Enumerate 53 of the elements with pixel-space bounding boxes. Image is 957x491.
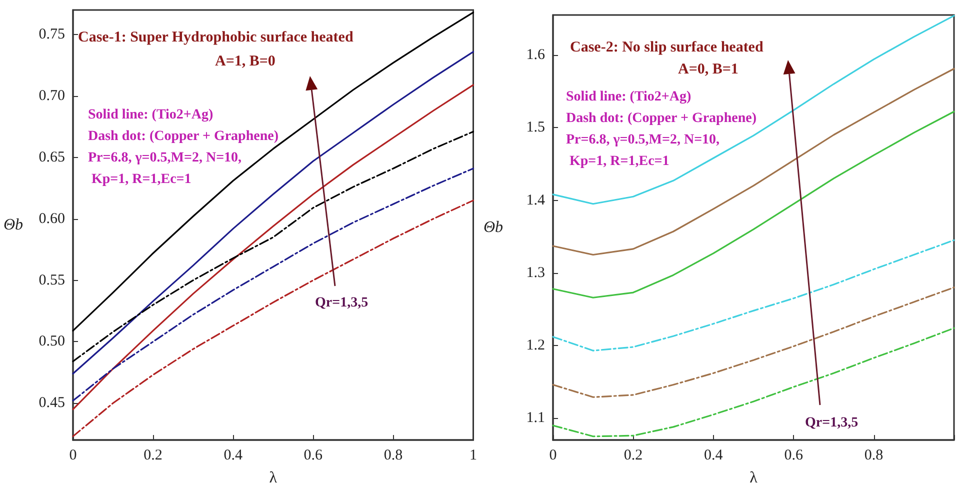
annotation: Qr=1,3,5 [805,416,858,430]
x-tick-label: 0.8 [384,448,403,464]
y-axis-title: Θb [3,216,23,234]
y-tick-label: 0.55 [38,272,65,288]
text: A=0, B=1 [678,62,738,78]
annotation: Dash dot: (Copper + Graphene) [566,111,757,126]
line-series [552,286,955,398]
annotation: Pr=6.8, γ=0.5,M=2, N=10, [88,150,242,166]
y-tick-label: 0.65 [38,149,65,166]
line-series [72,130,474,362]
line-series [552,239,955,352]
y-tick-label: 1.3 [526,264,545,281]
line-series [72,84,474,410]
y-tick-label: 0.50 [38,334,65,350]
annotation: Kp=1, R=1,Ec=1 [566,154,670,169]
line-series [552,14,955,205]
line-series [552,327,955,438]
annotation: Solid line: (Tio2+Ag) [88,108,214,122]
y-tick-label: 0.70 [38,88,65,104]
x-tick-label: 0.6 [304,448,324,464]
y-tick-label: 1.5 [526,120,545,136]
annotation: Kp=1, R=1,Ec=1 [88,172,192,187]
text: Case-2: No slip surface heated [570,40,764,56]
y-tick-label: 0.75 [38,26,65,43]
x-axis-title: λ [750,470,758,486]
y-tick-label: 0.45 [38,395,65,412]
line-series [72,168,474,402]
y-tick-label: 1.4 [526,192,546,208]
line-series [72,200,474,438]
x-tick-label: 0.6 [784,448,804,464]
y-tick-label: 1.6 [526,46,546,63]
x-tick-label: 0 [69,448,77,464]
text: Case-1: Super Hydrophobic surface heated [78,30,354,46]
y-tick-label: 1.1 [526,410,545,426]
x-tick-label: 1 [470,448,477,464]
y-tick-label: 0.60 [38,210,65,227]
line-series [72,12,474,332]
y-tick-label: 1.2 [526,338,545,354]
line-series [72,50,474,374]
annotation: Dash dot: (Copper + Graphene) [88,129,279,144]
annotation: Solid line: (Tio2+Ag) [566,90,692,104]
annotation: Pr=6.8, γ=0.5,M=2, N=10, [566,132,720,148]
x-tick-label: 0.4 [704,448,724,464]
x-tick-label: 0.2 [144,448,162,464]
x-tick-label: 0.2 [624,448,643,464]
x-tick-label: 0.4 [224,448,243,464]
x-tick-label: 0 [549,448,557,464]
x-tick-label: 0.8 [864,448,884,464]
x-axis-title: λ [269,470,278,486]
annotation: Qr=1,3,5 [315,296,368,310]
line-series [552,110,955,298]
text: A=1, B=0 [215,54,276,70]
y-axis-title: Θb [483,219,503,236]
